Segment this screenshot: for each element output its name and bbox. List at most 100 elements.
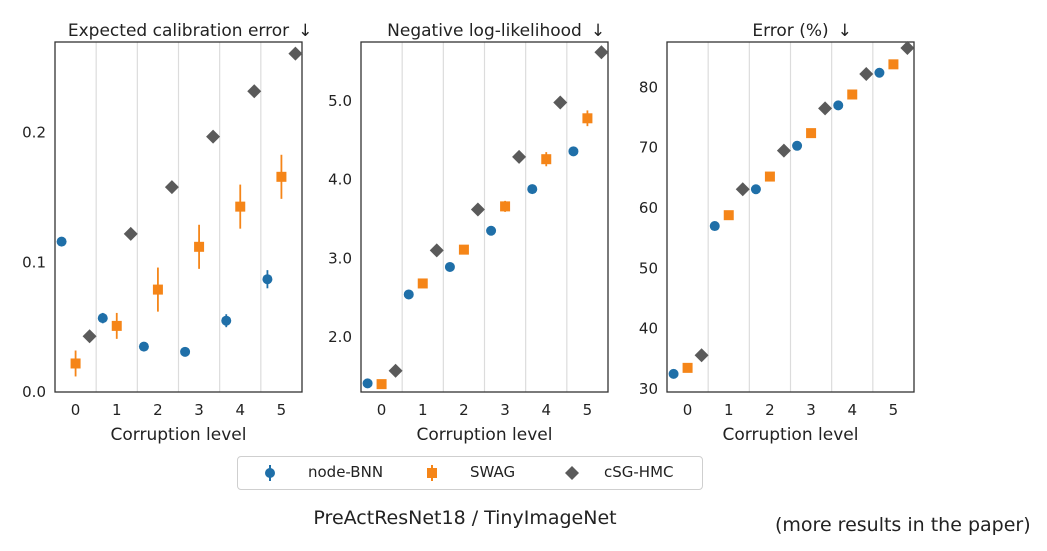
plot-frame: [666, 41, 915, 393]
y-tick-label: 0.0: [22, 383, 46, 401]
y-tick-label: 3.0: [328, 249, 352, 267]
x-tick-label: 5: [277, 401, 287, 419]
y-tick-label: 4.0: [328, 171, 352, 189]
legend-label: SWAG: [470, 463, 516, 481]
y-tick-label: 80: [639, 78, 658, 96]
data-point-csg-hmc: [470, 202, 485, 217]
data-point-node-bnn: [874, 67, 885, 78]
data-point-csg-hmc: [288, 46, 303, 61]
y-tick-label: 5.0: [328, 92, 352, 110]
chart-panel-3: Error (%) ↓ 0 1 2 3 4 5 Corruption level 30 40 50 60…: [639, 21, 915, 445]
chart-title: Expected calibration error: [68, 21, 289, 41]
x-tick-label: 3: [194, 401, 204, 419]
x-tick-label: 1: [724, 401, 734, 419]
legend-item-csg-hmc: cSG-HMC: [552, 457, 702, 489]
data-point-csg-hmc: [164, 180, 179, 195]
data-point-csg-hmc: [818, 101, 833, 116]
lower-is-better-arrow-icon: ↓: [298, 21, 312, 41]
chart-panel-2: Negative log-likelihood ↓ 0 1 2 3 4 5 Corruption…: [328, 21, 609, 445]
x-tick-label: 5: [583, 401, 593, 419]
data-point-swag: [111, 320, 122, 331]
y-tick-label: 50: [639, 259, 658, 277]
x-axis-label: Corruption level: [417, 425, 553, 445]
x-tick-label: 5: [889, 401, 899, 419]
data-point-csg-hmc: [247, 84, 262, 99]
data-point-swag: [152, 284, 163, 295]
data-point-swag: [194, 241, 205, 252]
data-point-csg-hmc: [82, 329, 97, 344]
data-point-csg-hmc: [859, 66, 874, 81]
x-tick-label: 4: [541, 401, 551, 419]
x-tick-label: 0: [377, 401, 387, 419]
plot-frame: [360, 41, 609, 393]
lower-is-better-arrow-icon: ↓: [838, 21, 852, 41]
x-axis-label: Corruption level: [723, 425, 859, 445]
legend-label: cSG-HMC: [604, 463, 674, 481]
x-tick-label: 4: [235, 401, 245, 419]
y-tick-label: 60: [639, 199, 658, 217]
data-point-csg-hmc: [388, 363, 403, 378]
chart-title: Error (%): [752, 21, 828, 41]
x-tick-label: 4: [847, 401, 857, 419]
y-tick-label: 70: [639, 139, 658, 157]
data-point-swag: [458, 244, 469, 255]
data-point-swag: [376, 379, 387, 390]
data-point-csg-hmc: [512, 149, 527, 164]
y-tick-label: 40: [639, 320, 658, 338]
data-point-csg-hmc: [123, 226, 138, 241]
chart-panel-1: Expected calibration error ↓ 0 1 2 3 4 5 Corrupt…: [22, 21, 312, 445]
data-point-csg-hmc: [553, 95, 568, 110]
x-tick-label: 3: [806, 401, 816, 419]
data-point-node-bnn: [362, 378, 373, 389]
legend-item-node-bnn: node-BNN: [252, 457, 392, 489]
data-point-node-bnn: [403, 289, 414, 300]
x-tick-label: 0: [683, 401, 693, 419]
data-point-csg-hmc: [900, 41, 915, 56]
data-point-swag: [70, 358, 81, 369]
plot-frame: [54, 41, 303, 393]
data-point-swag: [582, 113, 593, 124]
lower-is-better-arrow-icon: ↓: [591, 21, 605, 41]
data-point-swag: [888, 59, 899, 70]
legend-marker-circle-icon: [265, 465, 275, 481]
x-tick-label: 2: [459, 401, 469, 419]
data-point-swag: [847, 89, 858, 100]
y-tick-label: 0.1: [22, 253, 46, 271]
data-point-node-bnn: [262, 274, 273, 285]
legend: node-BNN SWAG cSG-HMC: [237, 456, 703, 490]
legend-label: node-BNN: [308, 463, 384, 481]
data-point-node-bnn: [792, 140, 803, 151]
data-point-swag: [417, 278, 428, 289]
data-point-node-bnn: [221, 315, 232, 326]
data-point-node-bnn: [97, 313, 108, 324]
data-point-node-bnn: [709, 221, 720, 232]
legend-item-swag: SWAG: [410, 457, 540, 489]
data-point-csg-hmc: [206, 129, 221, 144]
data-point-node-bnn: [444, 261, 455, 272]
y-tick-label: 2.0: [328, 328, 352, 346]
data-point-swag: [764, 171, 775, 182]
x-tick-label: 0: [71, 401, 81, 419]
data-point-node-bnn: [833, 100, 844, 111]
x-tick-label: 2: [765, 401, 775, 419]
legend-marker-square-icon: [427, 465, 437, 481]
data-point-node-bnn: [527, 184, 538, 195]
data-point-csg-hmc: [594, 45, 609, 60]
data-point-swag: [541, 154, 552, 165]
data-point-swag: [500, 201, 511, 212]
x-tick-label: 2: [153, 401, 163, 419]
data-point-swag: [682, 362, 693, 373]
data-point-node-bnn: [486, 225, 497, 236]
data-point-swag: [235, 201, 246, 212]
data-point-node-bnn: [750, 184, 761, 195]
data-point-csg-hmc: [776, 143, 791, 158]
data-point-node-bnn: [180, 346, 191, 357]
data-point-swag: [806, 128, 817, 139]
chart-title: Negative log-likelihood: [387, 21, 582, 41]
x-tick-label: 3: [500, 401, 510, 419]
data-point-node-bnn: [568, 146, 579, 157]
data-point-node-bnn: [668, 368, 679, 379]
data-point-csg-hmc: [429, 243, 444, 258]
y-tick-label: 0.2: [22, 124, 46, 142]
